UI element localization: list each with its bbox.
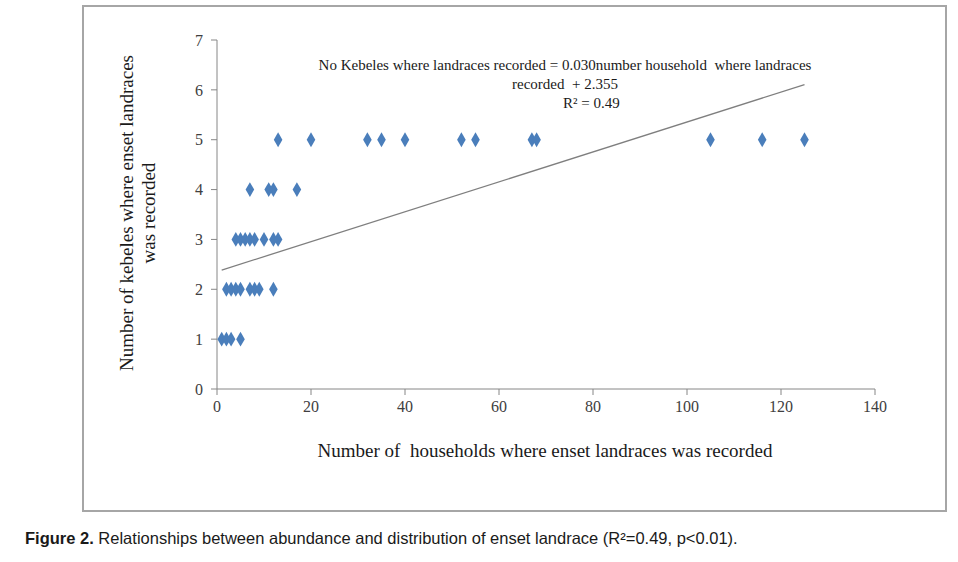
html-text:recorded + 2.355: recorded + 2.355 [512,76,618,92]
svg-text:4: 4 [195,181,203,198]
svg-text:140: 140 [863,398,887,415]
svg-text:0: 0 [213,398,221,415]
svg-text:80: 80 [585,398,601,415]
svg-text:120: 120 [769,398,793,415]
svg-text:2: 2 [195,281,203,298]
html-text:Number of households where ens: Number of households where enset landrac… [317,440,773,461]
svg-text:6: 6 [195,82,203,99]
html-text:Figure 2. Relationships betwee: Figure 2. Relationships between abundanc… [25,529,738,547]
svg-text:0: 0 [195,381,203,398]
html-text:No Kebeles where landraces rec: No Kebeles where landraces recorded = 0.… [318,57,812,73]
html-text:R² = 0.49: R² = 0.49 [563,95,620,111]
svg-text:40: 40 [397,398,413,415]
svg-text:5: 5 [195,131,203,148]
svg-text:100: 100 [675,398,699,415]
html-text:Number of kebeles where enset: Number of kebeles where enset landraces … [116,55,159,371]
svg-text:3: 3 [195,231,203,248]
svg-text:60: 60 [491,398,507,415]
svg-text:7: 7 [195,32,203,49]
svg-text:20: 20 [303,398,319,415]
svg-text:1: 1 [195,331,203,348]
